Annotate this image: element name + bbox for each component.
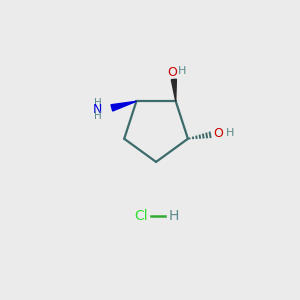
Text: H: H bbox=[226, 128, 234, 138]
Text: O: O bbox=[168, 67, 178, 80]
Text: N: N bbox=[93, 103, 102, 116]
Text: H: H bbox=[94, 111, 101, 121]
Text: O: O bbox=[214, 127, 224, 140]
Polygon shape bbox=[111, 101, 136, 111]
Text: H: H bbox=[94, 98, 101, 108]
Text: Cl: Cl bbox=[134, 209, 148, 223]
Text: H: H bbox=[178, 66, 187, 76]
Text: H: H bbox=[169, 209, 179, 223]
Polygon shape bbox=[171, 79, 176, 101]
